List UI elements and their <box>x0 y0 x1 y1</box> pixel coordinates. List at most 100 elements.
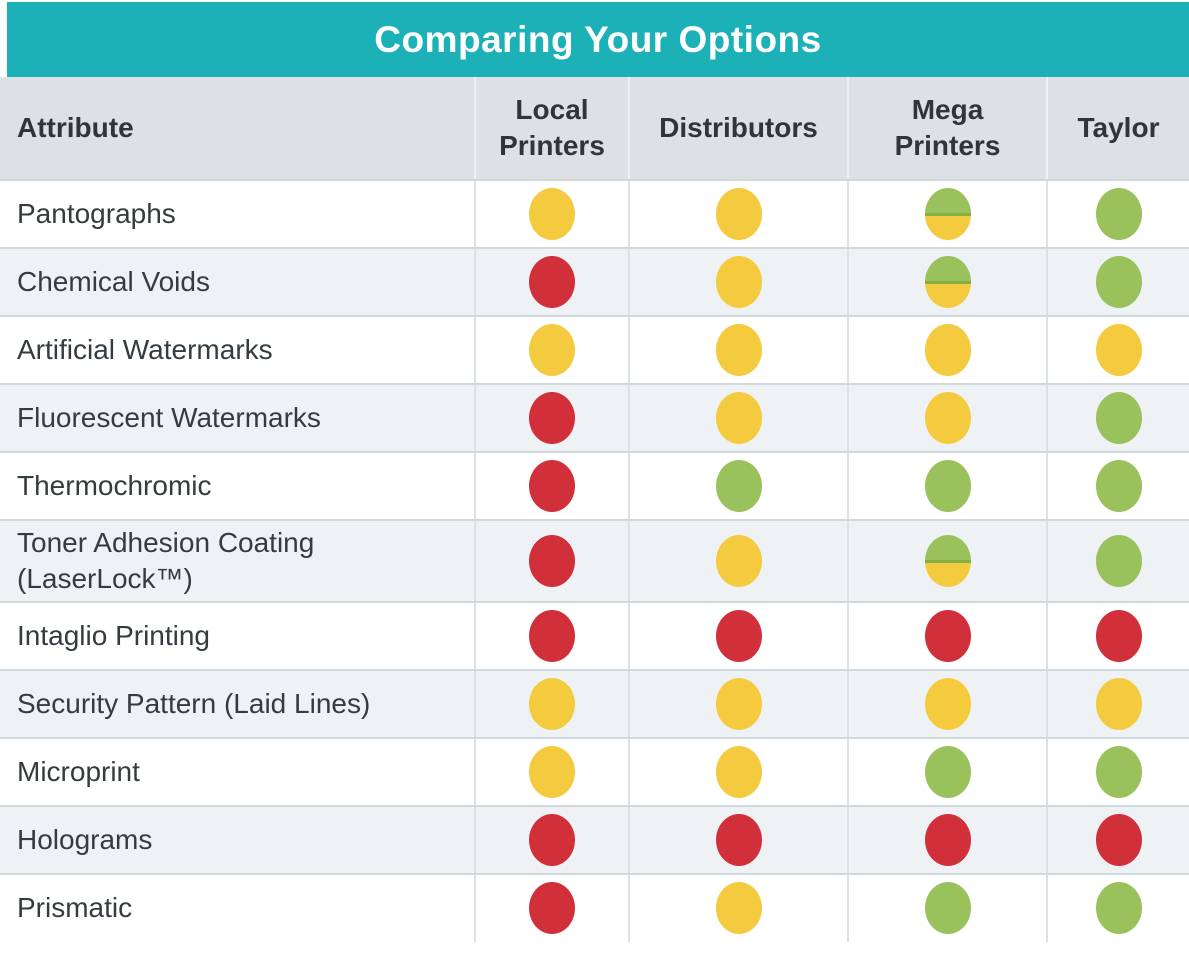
rating-cell <box>1046 316 1189 385</box>
rating-dot-red <box>1095 609 1142 662</box>
rating-cell <box>847 384 1047 453</box>
attribute-label: Chemical Voids <box>0 248 475 317</box>
attribute-label: Fluorescent Watermarks <box>0 384 475 453</box>
rating-dot-green <box>715 460 762 512</box>
rating-dot-red <box>529 882 575 935</box>
attribute-label: Microprint <box>0 737 475 807</box>
rating-dot-red <box>529 609 575 662</box>
table-row: Artificial Watermarks <box>0 316 1189 385</box>
rating-cell <box>1046 873 1189 942</box>
rating-dot-green <box>924 460 971 512</box>
rating-cell <box>847 452 1047 521</box>
rating-dot-yellow <box>529 745 575 798</box>
rating-cell <box>1046 248 1189 317</box>
rating-cell <box>1046 384 1189 453</box>
attribute-label: Thermochromic <box>0 452 475 521</box>
attribute-label: Holograms <box>0 805 475 875</box>
rating-dot-yellow <box>924 392 971 444</box>
rating-dot-yellow <box>715 882 762 935</box>
rating-dot-green-yellow <box>924 188 971 240</box>
rating-cell <box>474 669 629 739</box>
rating-cell <box>1046 805 1189 875</box>
rating-dot-red <box>924 813 971 866</box>
rating-dot-red <box>715 609 762 662</box>
rating-dot-green <box>1095 392 1142 444</box>
rating-cell <box>628 873 848 942</box>
rating-dot-yellow <box>924 677 971 730</box>
rating-dot-red <box>715 813 762 866</box>
rating-cell <box>474 248 629 317</box>
rating-cell <box>474 384 629 453</box>
rating-dot-green <box>1095 256 1142 308</box>
attribute-label: Pantographs <box>0 180 475 249</box>
table-row: Toner Adhesion Coating (LaserLock™) <box>0 520 1189 603</box>
table-row: Pantographs <box>0 180 1189 249</box>
rating-dot-yellow <box>715 188 762 240</box>
rating-dot-yellow <box>715 392 762 444</box>
rating-dot-yellow <box>529 188 575 240</box>
rating-dot-red <box>529 813 575 866</box>
rating-dot-yellow <box>1095 677 1142 730</box>
rating-dot-green <box>1095 534 1142 587</box>
rating-cell <box>847 316 1047 385</box>
column-header-attribute: Attribute <box>0 77 475 181</box>
rating-cell <box>628 316 848 385</box>
rating-dot-yellow <box>529 677 575 730</box>
rating-dot-red <box>529 534 575 587</box>
rating-cell <box>628 737 848 807</box>
rating-cell <box>474 180 629 249</box>
rating-dot-yellow <box>715 745 762 798</box>
rating-cell <box>474 520 629 603</box>
rating-cell <box>1046 180 1189 249</box>
rating-cell <box>474 805 629 875</box>
rating-cell <box>1046 452 1189 521</box>
rating-dot-green <box>1095 188 1142 240</box>
rating-dot-green-yellow <box>924 256 971 308</box>
rating-cell <box>1046 737 1189 807</box>
rating-cell <box>474 737 629 807</box>
table-header: Attribute Local Printers Distributors Me… <box>0 77 1189 181</box>
title-bar: Comparing Your Options <box>7 2 1189 77</box>
rating-cell <box>1046 669 1189 739</box>
table-row: Holograms <box>0 805 1189 875</box>
column-header-distributors: Distributors <box>628 77 848 181</box>
table-row: Fluorescent Watermarks <box>0 384 1189 453</box>
table-row: Chemical Voids <box>0 248 1189 317</box>
rating-dot-yellow <box>715 324 762 376</box>
attribute-label: Toner Adhesion Coating (LaserLock™) <box>0 520 475 603</box>
rating-cell <box>847 601 1047 671</box>
rating-dot-green <box>924 745 971 798</box>
table-body: Pantographs Chemical Voids Artificial Wa… <box>0 180 1189 942</box>
rating-cell <box>474 316 629 385</box>
table-row: Thermochromic <box>0 452 1189 521</box>
rating-cell <box>628 601 848 671</box>
rating-cell <box>847 180 1047 249</box>
rating-cell <box>474 873 629 942</box>
attribute-label: Security Pattern (Laid Lines) <box>0 669 475 739</box>
column-header-local-printers: Local Printers <box>474 77 629 181</box>
rating-dot-yellow <box>529 324 575 376</box>
rating-cell <box>628 669 848 739</box>
column-header-mega-printers: Mega Printers <box>847 77 1047 181</box>
rating-cell <box>847 805 1047 875</box>
rating-cell <box>628 248 848 317</box>
rating-cell <box>628 384 848 453</box>
rating-cell <box>474 601 629 671</box>
table-row: Prismatic <box>0 873 1189 942</box>
table-row: Microprint <box>0 737 1189 807</box>
table-row: Security Pattern (Laid Lines) <box>0 669 1189 739</box>
rating-cell <box>628 520 848 603</box>
rating-dot-green-yellow <box>924 534 971 587</box>
rating-dot-red <box>1095 813 1142 866</box>
rating-cell <box>847 520 1047 603</box>
rating-cell <box>628 805 848 875</box>
rating-dot-yellow <box>715 256 762 308</box>
rating-dot-yellow <box>715 534 762 587</box>
rating-cell <box>474 452 629 521</box>
header-row: Attribute Local Printers Distributors Me… <box>0 77 1189 181</box>
rating-cell <box>1046 520 1189 603</box>
attribute-label: Prismatic <box>0 873 475 942</box>
rating-cell <box>847 873 1047 942</box>
rating-cell <box>847 737 1047 807</box>
